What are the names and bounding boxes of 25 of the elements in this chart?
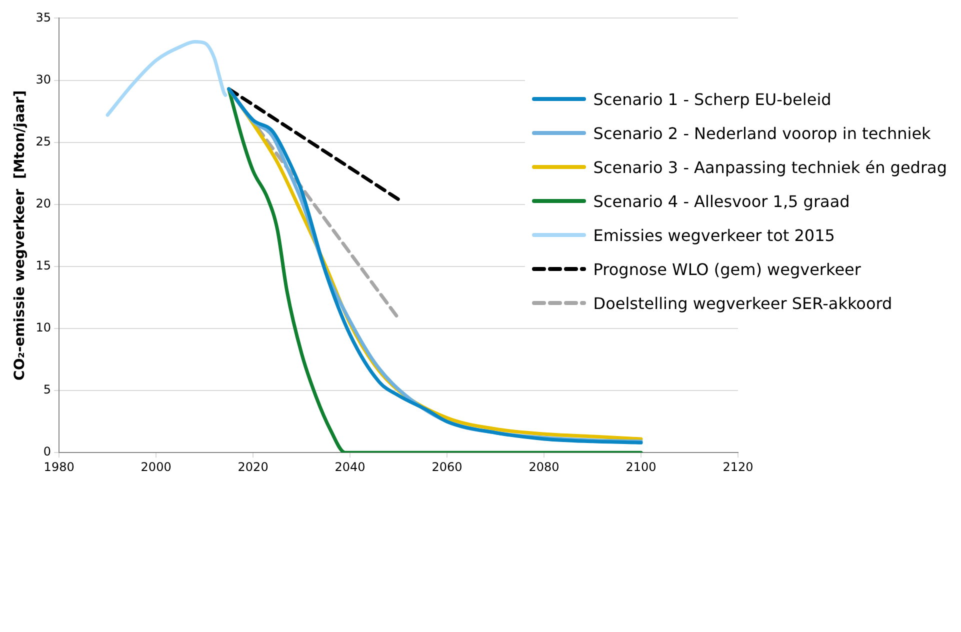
- x-tick-label: 2060: [432, 460, 462, 474]
- legend-label: Scenario 2 - Nederland voorop in techniek: [593, 124, 931, 142]
- legend-label: Doelstelling wegverkeer SER-akkoord: [593, 294, 892, 312]
- y-tick-label: 15: [36, 258, 52, 273]
- x-tick-label: 2120: [722, 460, 754, 474]
- y-tick-label: 35: [36, 10, 52, 24]
- y-axis-title: CO₂-emissie wegverkeer [Mton/jaar]: [12, 90, 28, 380]
- x-tick-label: 2040: [334, 460, 366, 474]
- x-tick-label: 2080: [528, 460, 560, 474]
- y-tick-label: 20: [36, 196, 52, 210]
- legend-label: Scenario 1 - Scherp EU-beleid: [593, 90, 832, 108]
- x-tick-label: 1980: [44, 460, 74, 474]
- y-tick-label: 0: [43, 444, 52, 459]
- x-tick-label: 2100: [626, 460, 656, 474]
- y-tick-label: 10: [36, 320, 52, 335]
- legend-label: Scenario 4 - Allesvoor 1,5 graad: [593, 192, 850, 210]
- x-tick-label: 2020: [238, 460, 268, 474]
- y-tick-label: 25: [36, 134, 52, 148]
- legend-label: Prognose WLO (gem) wegverkeer: [593, 260, 861, 278]
- y-tick-label: 5: [43, 382, 52, 397]
- x-tick-label: 2000: [140, 460, 172, 474]
- line-series: [106, 40, 228, 117]
- y-tick-label: 30: [36, 72, 52, 86]
- legend-label: Emissies wegverkeer tot 2015: [593, 226, 835, 244]
- legend-label: Scenario 3 - Aanpassing techniek én gedrag: [593, 158, 947, 176]
